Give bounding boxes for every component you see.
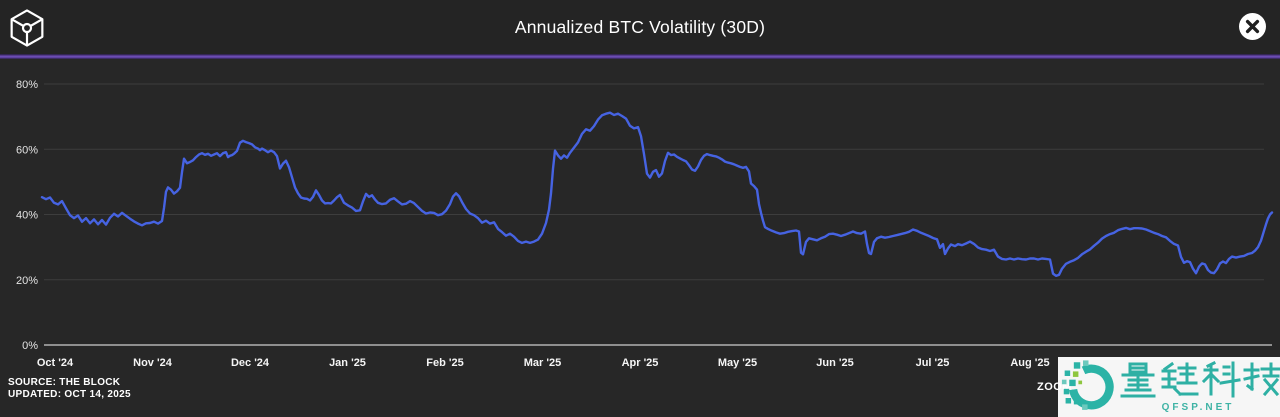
x-tick-label: Jan '25 <box>329 357 366 369</box>
source-label: SOURCE: THE BLOCK <box>8 377 121 388</box>
close-icon <box>1239 13 1266 40</box>
watermark-cn-text <box>1120 361 1280 398</box>
purple-divider <box>0 54 1280 59</box>
y-tick-label: 60% <box>16 144 38 156</box>
chart-attribution: SOURCE: THE BLOCK UPDATED: OCT 14, 2025 <box>8 377 131 401</box>
x-tick-label: Apr '25 <box>622 357 659 369</box>
x-tick-label: Nov '24 <box>133 357 173 369</box>
y-tick-label: 20% <box>16 275 38 287</box>
volatility-line-chart[interactable]: 80% 60% 40% 20% 0% Oct '24 Nov '24 Dec '24 Jan '… <box>0 59 1280 380</box>
x-tick-label: Feb '25 <box>426 357 463 369</box>
y-tick-label: 80% <box>16 79 38 91</box>
watermark-domain: QFSP.NET <box>1161 402 1235 413</box>
the-block-logo[interactable] <box>9 9 45 47</box>
watermark-mosaic-logo <box>1061 360 1114 410</box>
y-tick-label: 0% <box>22 340 38 352</box>
watermark: QFSP.NET <box>1058 357 1280 417</box>
updated-label: UPDATED: OCT 14, 2025 <box>8 389 131 400</box>
x-tick-label: May '25 <box>718 357 757 369</box>
x-tick-label: Oct '24 <box>37 357 74 369</box>
x-tick-label: Jun '25 <box>816 357 853 369</box>
x-tick-label: Dec '24 <box>231 357 270 369</box>
x-tick-label: Mar '25 <box>524 357 561 369</box>
close-button[interactable] <box>1238 12 1267 41</box>
x-tick-label: Jul '25 <box>916 357 950 369</box>
volatility-series-line <box>40 111 1274 278</box>
y-tick-label: 40% <box>16 210 38 222</box>
header-bar: Annualized BTC Volatility (30D) <box>0 0 1280 54</box>
x-tick-label: Aug '25 <box>1010 357 1049 369</box>
page-title: Annualized BTC Volatility (30D) <box>514 16 766 37</box>
